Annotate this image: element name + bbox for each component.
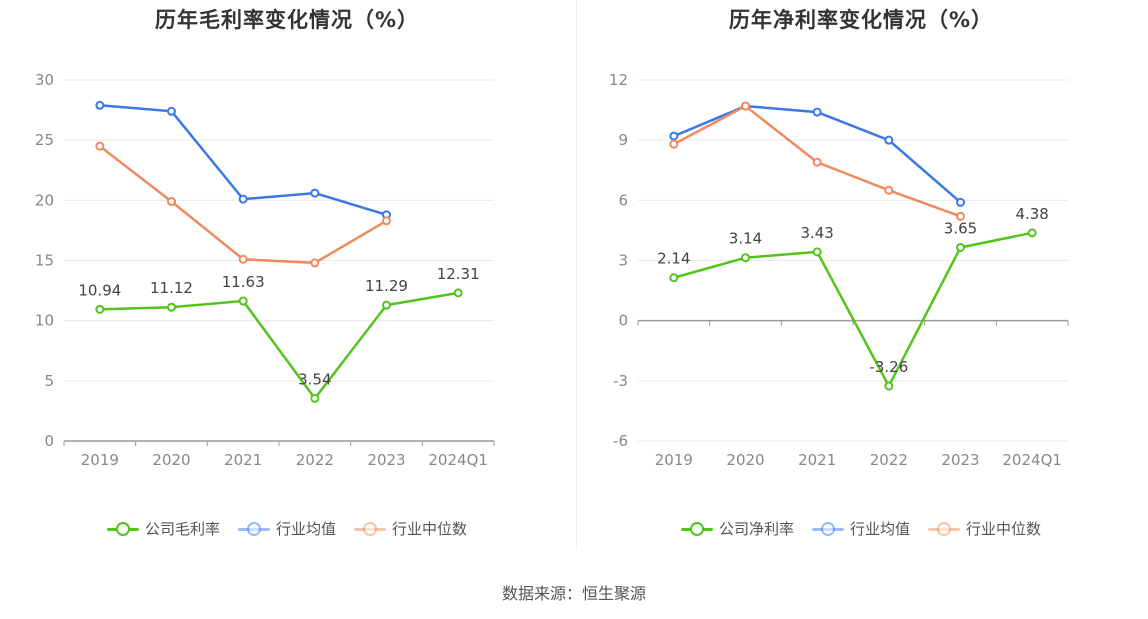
y-tick-label: 20 bbox=[35, 191, 54, 209]
gross-margin-plot: 0 5 10 15 20 25 30 2019 2020 2021 2022 2023 2024Q1 10… bbox=[35, 71, 495, 469]
y-tick-label: -6 bbox=[613, 432, 628, 450]
legend-label: 公司毛利率 bbox=[144, 520, 220, 538]
y-tick-label: 0 bbox=[44, 432, 54, 450]
y-tick-label: 30 bbox=[35, 71, 54, 89]
data-point bbox=[669, 273, 679, 283]
x-tick-label: 2021 bbox=[224, 451, 262, 469]
y-tick-label: 25 bbox=[35, 131, 54, 149]
data-point bbox=[167, 197, 176, 207]
data-point bbox=[382, 300, 391, 310]
legend-item-company[interactable]: 公司净利率 bbox=[680, 518, 794, 539]
y-tick-label: 3 bbox=[618, 252, 628, 270]
legend-marker-icon bbox=[237, 521, 270, 536]
data-label: 2.14 bbox=[657, 250, 690, 268]
data-label: 11.63 bbox=[222, 273, 265, 291]
data-label: 12.31 bbox=[437, 265, 480, 283]
data-point bbox=[956, 211, 965, 221]
x-tick-label: 2019 bbox=[81, 451, 119, 469]
legend: 公司净利率 行业均值 行业中位数 bbox=[574, 518, 1148, 539]
net-margin-chart: 历年净利率变化情况（%） -6 -3 0 3 6 9 12 2019 2020 2021 2022 2… bbox=[574, 0, 1148, 560]
y-tick-label: 0 bbox=[618, 312, 628, 330]
data-point bbox=[310, 393, 320, 403]
data-point bbox=[669, 139, 679, 149]
data-point bbox=[956, 197, 965, 207]
data-point bbox=[382, 216, 391, 226]
x-tick-label: 2023 bbox=[367, 451, 405, 469]
legend-marker-icon bbox=[680, 521, 713, 536]
series-line bbox=[99, 145, 388, 265]
legend-item-industry-median[interactable]: 行业中位数 bbox=[354, 518, 467, 539]
data-point bbox=[95, 100, 105, 110]
data-point bbox=[453, 288, 463, 298]
legend-item-industry-median[interactable]: 行业中位数 bbox=[928, 518, 1041, 539]
data-point bbox=[812, 157, 822, 167]
data-point bbox=[95, 141, 105, 151]
x-tick-label: 2022 bbox=[296, 451, 334, 469]
data-point bbox=[1027, 228, 1037, 238]
y-tick-label: 12 bbox=[609, 71, 628, 89]
legend-item-industry-mean[interactable]: 行业均值 bbox=[811, 518, 910, 539]
data-label: 3.43 bbox=[800, 224, 833, 242]
data-point bbox=[812, 107, 822, 117]
x-tick-label: 2023 bbox=[941, 451, 979, 469]
data-point bbox=[812, 247, 822, 257]
data-label: -3.26 bbox=[869, 358, 908, 376]
data-label: 11.29 bbox=[365, 277, 408, 295]
data-point bbox=[956, 242, 965, 252]
data-point bbox=[884, 135, 894, 145]
panel-divider bbox=[576, 0, 577, 550]
legend-marker-icon bbox=[106, 521, 139, 536]
data-source: 数据来源：恒生聚源 bbox=[501, 584, 646, 603]
legend: 公司毛利率 行业均值 行业中位数 bbox=[0, 518, 574, 539]
gross-margin-chart: 历年毛利率变化情况（%） 0 5 10 15 20 25 30 2019 2020 2021 202… bbox=[0, 0, 574, 560]
data-point bbox=[167, 106, 176, 116]
data-point bbox=[238, 254, 248, 264]
y-tick-label: 5 bbox=[44, 372, 54, 390]
data-point bbox=[238, 194, 248, 204]
x-tick-label: 2024Q1 bbox=[428, 451, 488, 469]
y-tick-label: 15 bbox=[35, 252, 54, 270]
series-line bbox=[99, 291, 459, 400]
data-point bbox=[884, 185, 894, 195]
legend-marker-icon bbox=[928, 521, 960, 536]
series-line bbox=[673, 231, 1033, 388]
data-label: 3.65 bbox=[944, 219, 977, 237]
data-label: 10.94 bbox=[78, 281, 121, 299]
x-tick-label: 2022 bbox=[870, 451, 908, 469]
data-point bbox=[741, 253, 750, 263]
legend-item-industry-mean[interactable]: 行业均值 bbox=[237, 518, 336, 539]
data-label: 11.12 bbox=[150, 279, 193, 297]
x-tick-label: 2020 bbox=[152, 451, 190, 469]
y-tick-label: -3 bbox=[613, 372, 628, 390]
legend-marker-icon bbox=[354, 521, 386, 536]
legend-label: 行业中位数 bbox=[392, 520, 468, 538]
data-point bbox=[95, 304, 105, 314]
data-point bbox=[238, 296, 248, 306]
data-label: 4.38 bbox=[1015, 205, 1048, 223]
chart-title: 历年毛利率变化情况（%） bbox=[154, 8, 420, 32]
legend-label: 行业均值 bbox=[275, 520, 336, 538]
x-tick-label: 2020 bbox=[726, 451, 764, 469]
data-point bbox=[310, 188, 320, 198]
legend-label: 行业均值 bbox=[849, 520, 910, 538]
data-point bbox=[884, 381, 894, 391]
legend-label: 行业中位数 bbox=[966, 520, 1042, 538]
y-tick-label: 6 bbox=[618, 191, 628, 209]
x-tick-label: 2024Q1 bbox=[1002, 451, 1062, 469]
legend-item-company[interactable]: 公司毛利率 bbox=[106, 518, 220, 539]
y-tick-label: 9 bbox=[618, 131, 628, 149]
x-tick-label: 2019 bbox=[655, 451, 693, 469]
data-label: 3.14 bbox=[729, 230, 762, 248]
net-margin-plot: -6 -3 0 3 6 9 12 2019 2020 2021 2022 2023 2024Q1 2.14… bbox=[609, 71, 1069, 469]
data-point bbox=[669, 131, 679, 141]
legend-label: 公司净利率 bbox=[718, 520, 794, 538]
data-point bbox=[741, 101, 750, 111]
data-point bbox=[310, 258, 320, 268]
x-tick-label: 2021 bbox=[798, 451, 836, 469]
data-label: 3.54 bbox=[298, 370, 331, 388]
y-tick-label: 10 bbox=[35, 312, 54, 330]
legend-marker-icon bbox=[811, 521, 844, 536]
chart-title: 历年净利率变化情况（%） bbox=[728, 8, 994, 32]
data-point bbox=[167, 302, 176, 312]
